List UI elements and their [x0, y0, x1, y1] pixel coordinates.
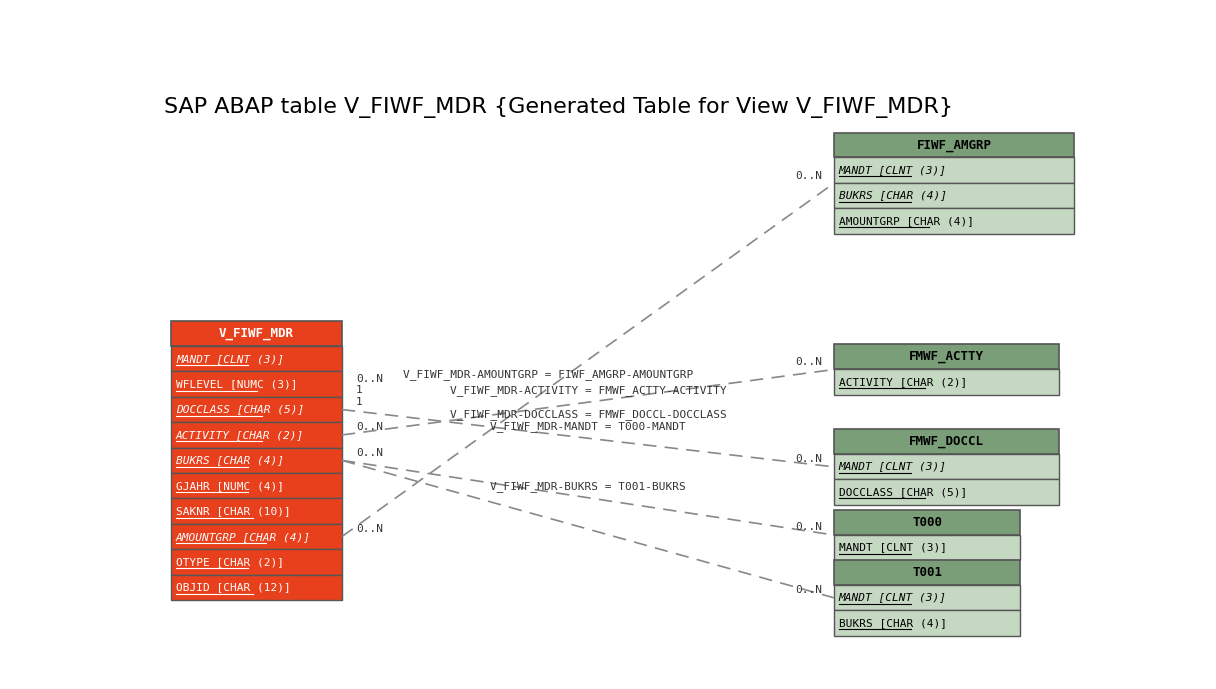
Bar	[171, 321, 342, 346]
Text: V_FIWF_MDR-BUKRS = T001-BUKRS: V_FIWF_MDR-BUKRS = T001-BUKRS	[490, 481, 686, 491]
Bar	[834, 208, 1074, 234]
Bar	[834, 585, 1020, 610]
Bar	[834, 480, 1059, 504]
Text: 0..N: 0..N	[795, 170, 823, 181]
Text: BUKRS [CHAR (4)]: BUKRS [CHAR (4)]	[839, 190, 946, 200]
Text: 0..N: 0..N	[356, 524, 383, 534]
Bar	[834, 560, 1020, 585]
Bar	[171, 498, 342, 524]
Text: FMWF_DOCCL: FMWF_DOCCL	[908, 435, 984, 448]
Text: MANDT [CLNT (3)]: MANDT [CLNT (3)]	[839, 165, 946, 175]
Bar	[171, 549, 342, 575]
Bar	[834, 429, 1059, 454]
Text: ACTIVITY [CHAR (2)]: ACTIVITY [CHAR (2)]	[839, 377, 967, 387]
Bar	[834, 157, 1074, 183]
Text: 0..N: 0..N	[795, 357, 823, 367]
Text: DOCCLASS [CHAR (5)]: DOCCLASS [CHAR (5)]	[176, 404, 304, 415]
Text: T001: T001	[912, 566, 942, 579]
Text: OTYPE [CHAR (2)]: OTYPE [CHAR (2)]	[176, 557, 285, 567]
Bar	[171, 473, 342, 498]
Bar	[834, 454, 1059, 480]
Text: 0..N: 0..N	[795, 585, 823, 595]
Text: SAKNR [CHAR (10)]: SAKNR [CHAR (10)]	[176, 506, 291, 516]
Text: SAP ABAP table V_FIWF_MDR {Generated Table for View V_FIWF_MDR}: SAP ABAP table V_FIWF_MDR {Generated Tab…	[164, 96, 952, 118]
Bar	[171, 524, 342, 549]
Text: OBJID [CHAR (12)]: OBJID [CHAR (12)]	[176, 582, 291, 593]
Text: ACTIVITY [CHAR (2)]: ACTIVITY [CHAR (2)]	[176, 430, 304, 440]
Bar	[834, 535, 1020, 560]
Text: T000: T000	[912, 516, 942, 529]
Bar	[171, 346, 342, 371]
Bar	[171, 448, 342, 473]
Text: V_FIWF_MDR: V_FIWF_MDR	[219, 327, 294, 340]
Text: FMWF_ACTTY: FMWF_ACTTY	[908, 350, 984, 363]
Text: 0..N: 0..N	[356, 422, 383, 432]
Text: AMOUNTGRP [CHAR (4)]: AMOUNTGRP [CHAR (4)]	[839, 216, 974, 226]
Text: 0..N: 0..N	[795, 522, 823, 533]
Text: MANDT [CLNT (3)]: MANDT [CLNT (3)]	[176, 353, 285, 364]
Text: 0..N: 0..N	[356, 448, 383, 457]
Text: MANDT [CLNT (3)]: MANDT [CLNT (3)]	[839, 462, 946, 471]
Text: FIWF_AMGRP: FIWF_AMGRP	[917, 138, 991, 152]
Bar	[834, 610, 1020, 635]
Text: BUKRS [CHAR (4)]: BUKRS [CHAR (4)]	[839, 618, 946, 628]
Text: DOCCLASS [CHAR (5)]: DOCCLASS [CHAR (5)]	[839, 487, 967, 497]
Bar	[171, 397, 342, 422]
Text: BUKRS [CHAR (4)]: BUKRS [CHAR (4)]	[176, 455, 285, 465]
Bar	[834, 344, 1059, 369]
Text: MANDT [CLNT (3)]: MANDT [CLNT (3)]	[839, 542, 946, 553]
Bar	[834, 183, 1074, 208]
Bar	[171, 575, 342, 600]
Text: 0..N: 0..N	[795, 454, 823, 464]
Text: WFLEVEL [NUMC (3)]: WFLEVEL [NUMC (3)]	[176, 379, 298, 389]
Bar	[834, 369, 1059, 395]
Text: V_FIWF_MDR-AMOUNTGRP = FIWF_AMGRP-AMOUNTGRP: V_FIWF_MDR-AMOUNTGRP = FIWF_AMGRP-AMOUNT…	[404, 369, 693, 380]
Bar	[834, 510, 1020, 535]
Bar	[171, 422, 342, 448]
Bar	[834, 133, 1074, 157]
Text: 0..N
1
1: 0..N 1 1	[356, 373, 383, 407]
Text: GJAHR [NUMC (4)]: GJAHR [NUMC (4)]	[176, 481, 285, 491]
Bar	[171, 371, 342, 397]
Text: MANDT [CLNT (3)]: MANDT [CLNT (3)]	[839, 593, 946, 602]
Text: V_FIWF_MDR-ACTIVITY = FMWF_ACTTY-ACTIVITY: V_FIWF_MDR-ACTIVITY = FMWF_ACTTY-ACTIVIT…	[450, 385, 726, 396]
Text: AMOUNTGRP [CHAR (4)]: AMOUNTGRP [CHAR (4)]	[176, 532, 311, 542]
Text: V_FIWF_MDR-DOCCLASS = FMWF_DOCCL-DOCCLASS
V_FIWF_MDR-MANDT = T000-MANDT: V_FIWF_MDR-DOCCLASS = FMWF_DOCCL-DOCCLAS…	[450, 409, 726, 432]
